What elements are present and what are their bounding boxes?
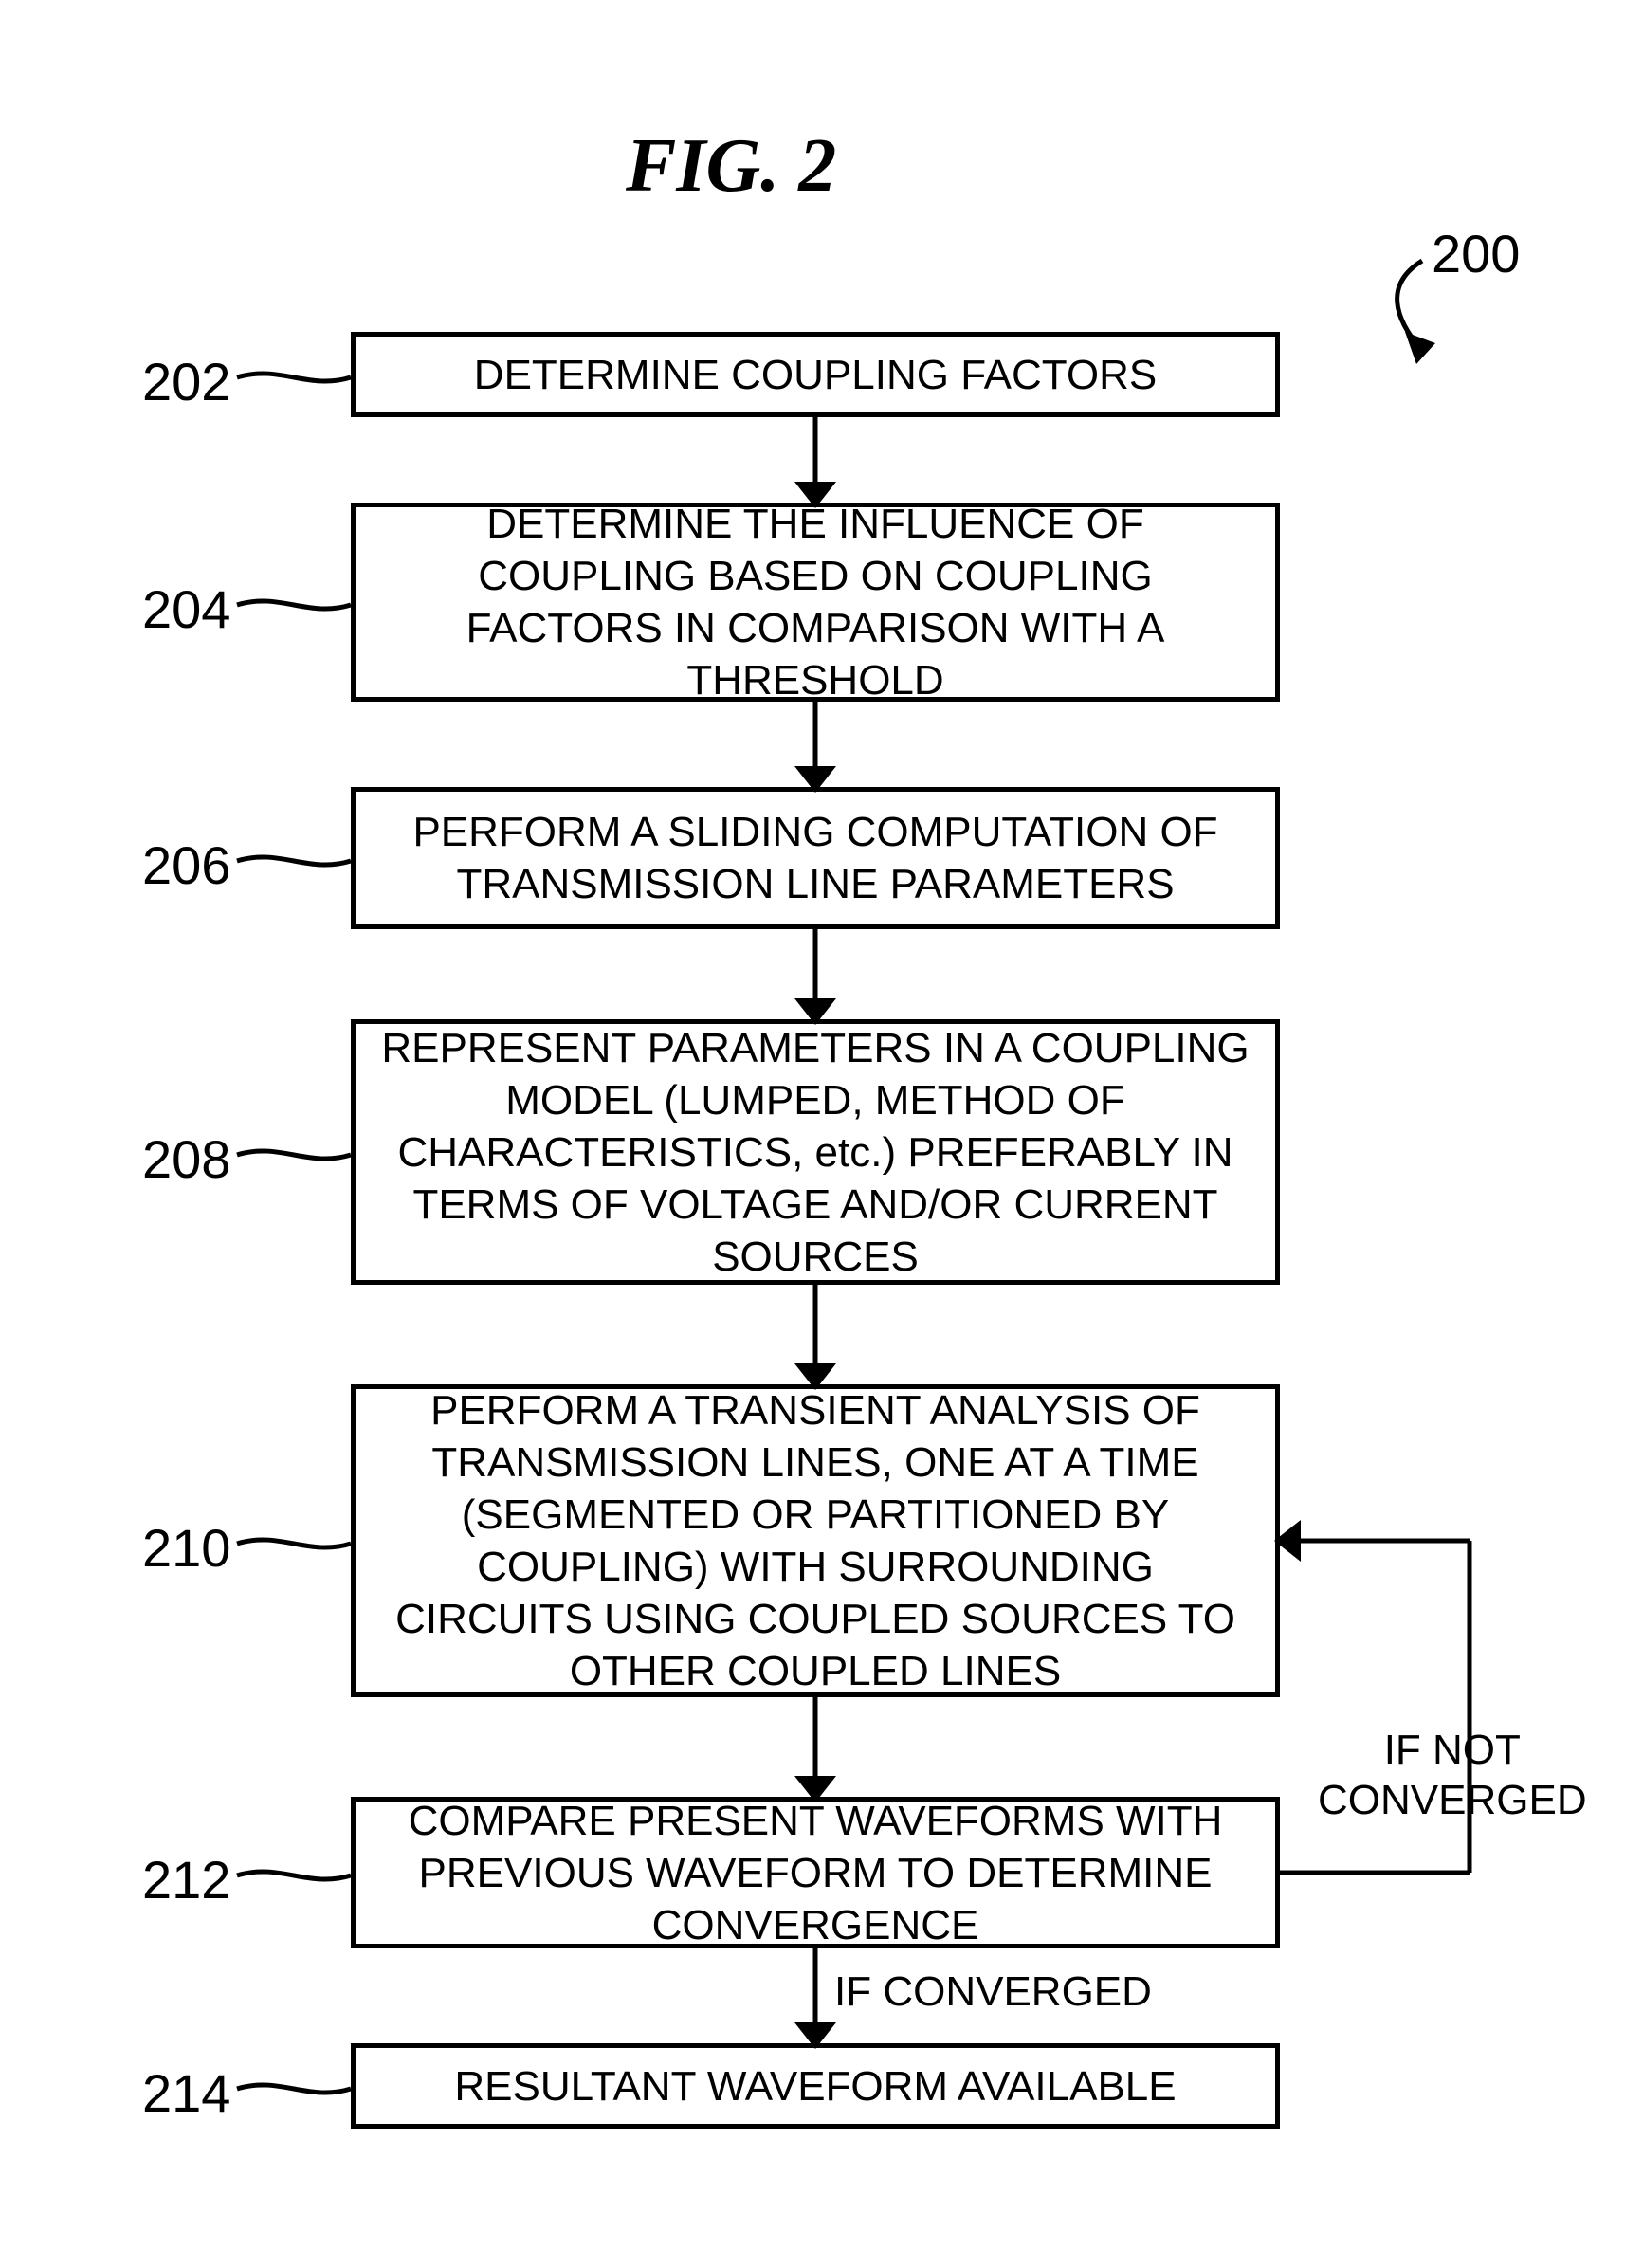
figure-title: FIG. 2 <box>626 123 836 210</box>
node-204: DETERMINE THE INFLUENCE OF COUPLING BASE… <box>351 503 1280 702</box>
node-212-text: COMPARE PRESENT WAVEFORMS WITH PREVIOUS … <box>374 1795 1256 1951</box>
node-204-text: DETERMINE THE INFLUENCE OF COUPLING BASE… <box>374 498 1256 706</box>
label-202: 202 <box>142 351 230 412</box>
node-212: COMPARE PRESENT WAVEFORMS WITH PREVIOUS … <box>351 1797 1280 1948</box>
node-206-text: PERFORM A SLIDING COMPUTATION OF TRANSMI… <box>374 806 1256 910</box>
label-212: 212 <box>142 1849 230 1911</box>
label-208: 208 <box>142 1128 230 1190</box>
figure-ref-number: 200 <box>1432 223 1520 284</box>
node-202: DETERMINE COUPLING FACTORS <box>351 332 1280 417</box>
node-214-text: RESULTANT WAVEFORM AVAILABLE <box>454 2060 1176 2113</box>
node-214: RESULTANT WAVEFORM AVAILABLE <box>351 2043 1280 2129</box>
node-208: REPRESENT PARAMETERS IN A COUPLING MODEL… <box>351 1019 1280 1285</box>
edge-label-not-converged-l2: CONVERGED <box>1318 1776 1587 1826</box>
figure-canvas: FIG. 2 200 DETERMINE COUPLING FACTORS DE… <box>0 0 1643 2268</box>
edge-label-converged: IF CONVERGED <box>834 1967 1152 2018</box>
node-210: PERFORM A TRANSIENT ANALYSIS OF TRANSMIS… <box>351 1384 1280 1697</box>
node-210-text: PERFORM A TRANSIENT ANALYSIS OF TRANSMIS… <box>374 1384 1256 1697</box>
node-206: PERFORM A SLIDING COMPUTATION OF TRANSMI… <box>351 787 1280 929</box>
label-206: 206 <box>142 834 230 896</box>
node-202-text: DETERMINE COUPLING FACTORS <box>474 349 1157 401</box>
edge-label-not-converged-l1: IF NOT <box>1318 1726 1587 1776</box>
label-214: 214 <box>142 2062 230 2124</box>
edge-label-not-converged: IF NOT CONVERGED <box>1318 1726 1587 1826</box>
label-204: 204 <box>142 578 230 640</box>
node-208-text: REPRESENT PARAMETERS IN A COUPLING MODEL… <box>374 1022 1256 1283</box>
label-210: 210 <box>142 1517 230 1579</box>
